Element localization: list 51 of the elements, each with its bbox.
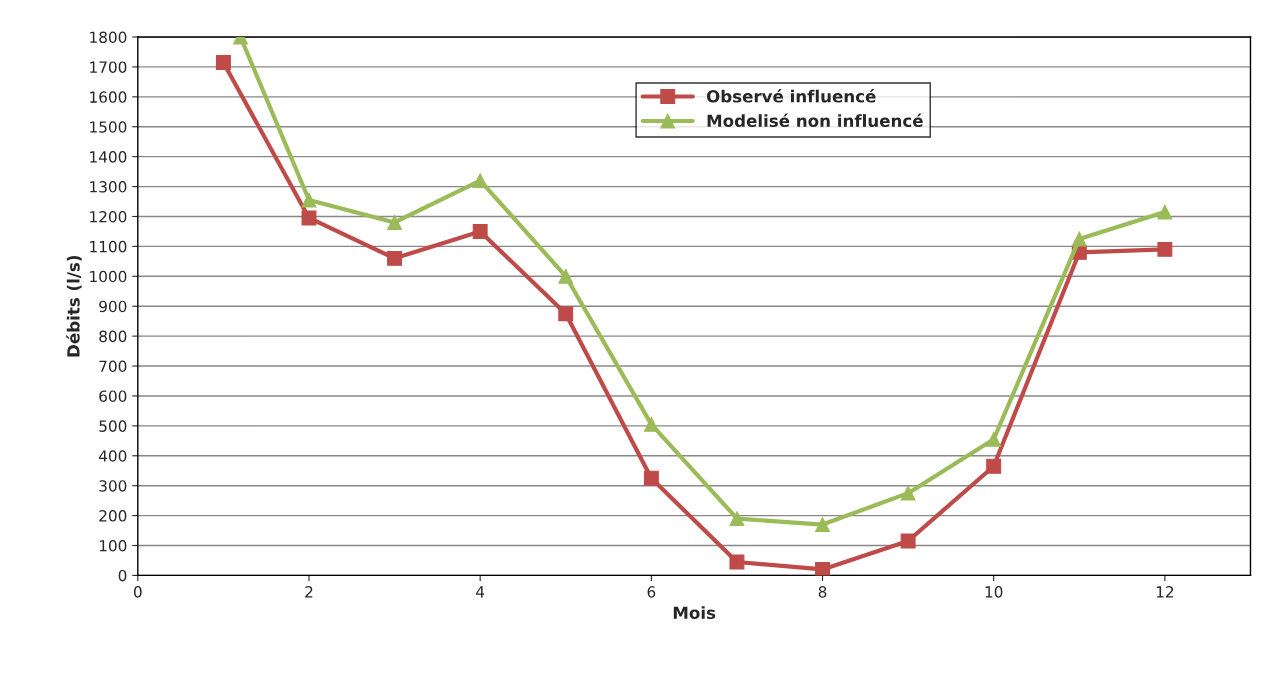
- point: [301, 192, 317, 208]
- y-tick-label: 700: [99, 360, 127, 373]
- x-tick-label: 10: [985, 586, 1003, 598]
- point: [1157, 241, 1173, 257]
- y-tick-label: 1500: [90, 121, 127, 133]
- legend-label: Observé influencé: [706, 89, 876, 103]
- point: [472, 223, 488, 239]
- y-tick-label: 0: [118, 569, 127, 582]
- point: [900, 485, 916, 501]
- y-tick-label: 1400: [90, 151, 127, 163]
- x-tick-label: 2: [305, 586, 313, 598]
- point: [900, 533, 916, 549]
- point: [558, 268, 574, 284]
- point: [1071, 231, 1087, 247]
- point: [558, 306, 574, 322]
- x-tick-label: 6: [647, 586, 656, 598]
- point: [643, 416, 659, 432]
- point: [387, 215, 403, 230]
- y-tick-label: 1000: [90, 270, 127, 283]
- x-tick-label: 8: [818, 586, 827, 598]
- point: [1157, 204, 1173, 220]
- y-tick-label: 1700: [90, 61, 127, 73]
- x-tick-label: 12: [1156, 586, 1174, 598]
- y-axis-title: Débits (l/s): [66, 255, 82, 357]
- point: [815, 517, 830, 533]
- point: [729, 511, 745, 527]
- x-tick-label: 0: [133, 586, 142, 598]
- point: [986, 431, 1002, 447]
- y-tick-label: 1800: [90, 31, 127, 44]
- point: [815, 561, 830, 576]
- point: [986, 458, 1002, 474]
- x-axis-title: Mois: [673, 606, 716, 620]
- point: [729, 554, 745, 570]
- y-tick-label: 1200: [90, 210, 127, 223]
- y-tick-label: 1100: [90, 240, 127, 253]
- x-tick-label: 4: [476, 586, 485, 598]
- legend-label: Modelisé non influencé: [707, 113, 923, 128]
- y-tick-label: 1600: [90, 91, 127, 103]
- y-tick-label: 1300: [90, 181, 127, 193]
- point: [387, 250, 403, 266]
- y-tick-label: 300: [99, 480, 127, 492]
- point: [215, 54, 231, 70]
- y-tick-label: 200: [99, 510, 127, 522]
- y-tick-label: 500: [99, 420, 127, 432]
- point: [643, 470, 659, 486]
- y-tick-label: 600: [99, 390, 127, 402]
- y-tick-label: 800: [99, 330, 127, 343]
- y-tick-label: 400: [98, 450, 127, 462]
- point: [472, 173, 488, 189]
- y-tick-label: 100: [99, 539, 127, 552]
- y-tick-label: 900: [99, 300, 127, 313]
